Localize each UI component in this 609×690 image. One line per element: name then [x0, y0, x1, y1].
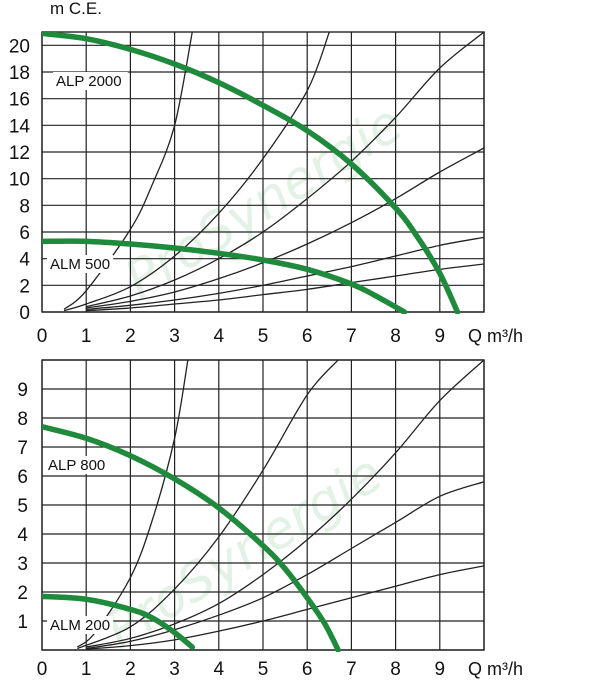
y-tick-label: 2 — [19, 276, 30, 297]
x-axis-label: Q m³/h — [468, 659, 523, 679]
series-label-bg — [47, 616, 114, 634]
x-tick-label: 3 — [169, 659, 180, 680]
y-tick-label: 0 — [19, 303, 30, 324]
series-label-bg — [53, 72, 128, 90]
x-tick-label: 9 — [435, 659, 446, 680]
system-curve-3 — [86, 32, 484, 308]
series-label-bg — [45, 456, 112, 474]
system-curve-2 — [77, 360, 339, 650]
series-label-alp-800: ALP 800 — [48, 457, 105, 474]
y-axis-label: m C.E. — [50, 0, 102, 18]
y-tick-label: 18 — [9, 63, 30, 84]
x-tick-label: 4 — [214, 326, 225, 347]
x-axis-label: Q m³/h — [468, 326, 523, 346]
x-tick-label: 7 — [346, 659, 357, 680]
curves — [42, 32, 484, 314]
y-tick-label: 6 — [17, 467, 28, 488]
system-curve-6 — [86, 263, 484, 312]
y-tick-label: 4 — [17, 525, 28, 546]
y-tick-label: 6 — [19, 223, 30, 244]
y-tick-label: 16 — [9, 90, 30, 111]
x-tick-label: 1 — [81, 659, 92, 680]
x-tick-label: 4 — [214, 659, 225, 680]
series-label-alm-200: ALM 200 — [50, 617, 110, 634]
x-tick-label: 8 — [390, 659, 401, 680]
plot-frame — [41, 359, 485, 651]
y-tick-label: 5 — [17, 496, 28, 517]
y-tick-label: 10 — [9, 170, 30, 191]
watermark-text: ProSynergie — [115, 94, 413, 311]
x-tick-label: 3 — [169, 326, 180, 347]
pump-curve-alm-500 — [42, 238, 408, 314]
x-tick-label: 6 — [302, 326, 313, 347]
x-tick-label: 0 — [37, 659, 48, 680]
series-label-bg — [47, 255, 114, 273]
y-tick-label: 8 — [17, 409, 28, 430]
series-label-alm-500: ALM 500 — [50, 256, 110, 273]
system-curve-4 — [86, 481, 484, 650]
x-tick-label: 2 — [125, 659, 136, 680]
x-tick-label: 1 — [81, 326, 92, 347]
plot-frame — [41, 31, 485, 313]
system-curve-3 — [86, 360, 484, 648]
y-tick-label: 9 — [17, 380, 28, 401]
y-tick-label: 8 — [19, 196, 30, 217]
y-tick-label: 1 — [17, 612, 28, 633]
y-tick-label: 14 — [9, 116, 31, 137]
x-tick-label: 0 — [37, 326, 48, 347]
x-tick-label: 5 — [258, 326, 269, 347]
system-curve-4 — [86, 147, 484, 309]
y-tick-label: 12 — [9, 143, 30, 164]
x-tick-label: 2 — [125, 326, 136, 347]
x-tick-label: 9 — [435, 326, 446, 347]
y-tick-label: 20 — [9, 36, 30, 57]
x-tick-label: 6 — [302, 659, 313, 680]
y-tick-label: 3 — [17, 554, 28, 575]
x-tick-label: 7 — [346, 326, 357, 347]
system-curve-1 — [63, 32, 193, 310]
system-curve-5 — [86, 236, 484, 310]
series-label-alp-2000: ALP 2000 — [56, 73, 122, 90]
x-tick-label: 5 — [258, 659, 269, 680]
grid — [41, 359, 485, 651]
system-curve-2 — [63, 32, 330, 312]
x-tick-label: 8 — [390, 326, 401, 347]
y-tick-label: 2 — [17, 583, 28, 604]
y-tick-label: 4 — [19, 250, 30, 271]
pump-curve-alm-200 — [42, 593, 196, 650]
pump-curve-alp-2000 — [42, 32, 461, 314]
system-curve-5 — [86, 565, 484, 650]
pump-curve-alp-800 — [42, 423, 341, 652]
y-tick-label: 7 — [17, 438, 28, 459]
